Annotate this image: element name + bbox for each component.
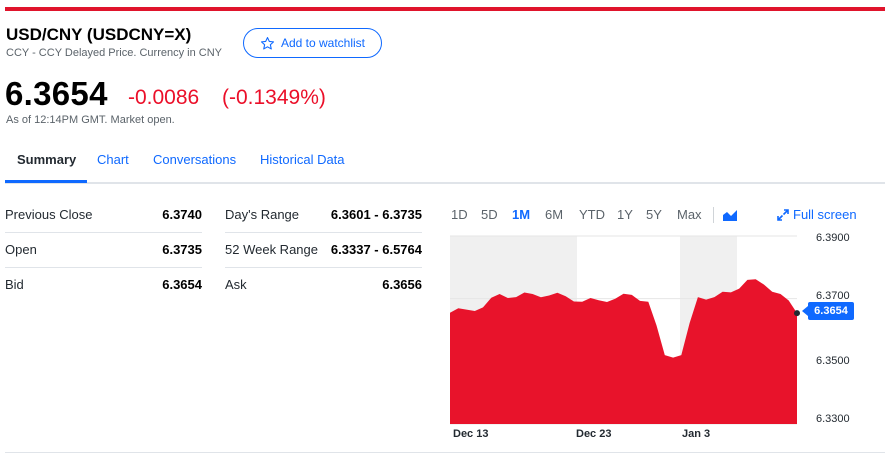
price-area-series — [450, 279, 797, 424]
area-chart-type-icon[interactable] — [722, 208, 738, 222]
star-icon — [260, 36, 275, 49]
toolbar-divider — [713, 207, 714, 223]
range-1d-button[interactable]: 1D — [451, 207, 468, 222]
x-tick-label: Dec 13 — [453, 428, 489, 440]
ticker-subtitle: CCY - CCY Delayed Price. Currency in CNY — [6, 47, 222, 59]
range-ytd-button[interactable]: YTD — [579, 207, 605, 222]
add-to-watchlist-button[interactable]: Add to watchlist — [243, 28, 382, 58]
price-change: -0.0086 — [128, 86, 200, 109]
watchlist-label: Add to watchlist — [280, 36, 366, 50]
price-change-percent: (-0.1349%) — [222, 86, 326, 109]
stat-value-bid: 6.3654 — [162, 277, 202, 292]
row-divider — [225, 232, 422, 233]
range-1m-button[interactable]: 1M — [512, 207, 531, 222]
x-tick-label: Jan 3 — [682, 428, 711, 440]
stat-value-52-week-range: 6.3337 - 6.5764 — [330, 242, 422, 257]
range-1y-button[interactable]: 1Y — [617, 207, 633, 222]
stat-label-days-range: Day's Range — [225, 207, 300, 222]
stat-label-previous-close: Previous Close — [5, 207, 93, 222]
stat-label-ask: Ask — [225, 277, 247, 292]
stat-value-previous-close: 6.3740 — [162, 207, 202, 222]
section-divider — [5, 452, 885, 453]
tab-summary[interactable]: Summary — [17, 152, 77, 167]
stat-label-open: Open — [5, 242, 37, 257]
active-tab-indicator — [5, 180, 87, 183]
stat-label-bid: Bid — [5, 277, 24, 292]
current-price: 6.3654 — [5, 75, 108, 112]
expand-icon — [777, 208, 789, 221]
y-tick-label: 6.3900 — [816, 232, 850, 244]
tab-historical-data[interactable]: Historical Data — [260, 152, 345, 167]
range-6m-button[interactable]: 6M — [545, 207, 564, 222]
quote-timestamp: As of 12:14PM GMT. Market open. — [6, 114, 175, 126]
price-chart[interactable] — [440, 228, 810, 428]
full-screen-label: Full screen — [793, 207, 857, 222]
last-price-point — [794, 310, 800, 317]
ticker-title: USD/CNY (USDCNY=X) — [6, 25, 192, 44]
tab-chart[interactable]: Chart — [97, 152, 129, 167]
current-price-marker: 6.3654 — [802, 302, 854, 320]
range-5d-button[interactable]: 5D — [481, 207, 498, 222]
brand-bar — [5, 7, 885, 11]
full-screen-button[interactable]: Full screen — [777, 207, 857, 222]
stat-value-open: 6.3735 — [162, 242, 202, 257]
x-tick-label: Dec 23 — [576, 428, 612, 440]
stat-value-days-range: 6.3601 - 6.3735 — [330, 207, 422, 222]
y-tick-label: 6.3700 — [816, 290, 850, 302]
row-divider — [5, 267, 202, 268]
stat-label-52-week-range: 52 Week Range — [225, 242, 318, 257]
y-tick-label: 6.3500 — [816, 355, 850, 367]
stat-value-ask: 6.3656 — [382, 277, 422, 292]
y-tick-label: 6.3300 — [816, 413, 850, 425]
tab-conversations[interactable]: Conversations — [153, 152, 237, 167]
row-divider — [225, 267, 422, 268]
range-5y-button[interactable]: 5Y — [646, 207, 662, 222]
quote-tabs: Summary Chart Conversations Historical D… — [5, 146, 885, 184]
range-max-button[interactable]: Max — [677, 207, 702, 222]
row-divider — [5, 232, 202, 233]
